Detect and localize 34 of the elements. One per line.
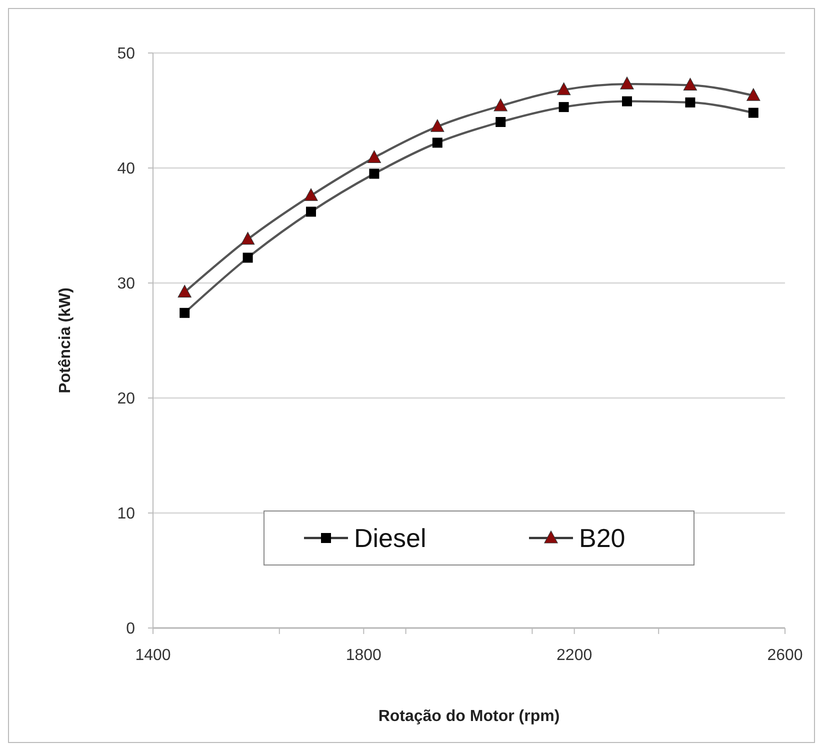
y-tick-label: 50 bbox=[117, 46, 136, 63]
point bbox=[620, 76, 634, 90]
y-tick-label: 10 bbox=[117, 506, 136, 523]
point bbox=[430, 119, 444, 132]
point bbox=[241, 232, 255, 245]
point bbox=[242, 252, 253, 263]
point bbox=[557, 82, 571, 96]
y-axis-title: Potência (kW) bbox=[57, 288, 74, 394]
x-tick-label: 1400 bbox=[135, 647, 171, 664]
point bbox=[748, 108, 758, 118]
x-tick-label: 2600 bbox=[767, 647, 803, 664]
point bbox=[558, 102, 569, 112]
point bbox=[304, 188, 318, 201]
legend-label: Diesel bbox=[354, 523, 426, 554]
point bbox=[180, 308, 190, 318]
point bbox=[178, 284, 192, 298]
point bbox=[369, 168, 380, 179]
x-tick-label: 2200 bbox=[556, 647, 592, 664]
point bbox=[496, 117, 506, 127]
legend-label: B20 bbox=[579, 523, 626, 554]
y-tick-label: 30 bbox=[117, 276, 136, 293]
point bbox=[432, 138, 442, 148]
y-tick-label: 20 bbox=[117, 390, 136, 408]
point bbox=[683, 78, 697, 90]
point bbox=[685, 97, 696, 108]
point bbox=[622, 96, 632, 106]
point bbox=[306, 206, 316, 217]
y-tick-label: 0 bbox=[126, 620, 136, 638]
x-tick-label: 1800 bbox=[346, 647, 382, 664]
y-tick-label: 40 bbox=[117, 160, 136, 178]
x-axis-title: Rotação do Motor (rpm) bbox=[378, 708, 560, 725]
point bbox=[746, 88, 760, 101]
point bbox=[367, 150, 381, 163]
point bbox=[494, 98, 508, 112]
